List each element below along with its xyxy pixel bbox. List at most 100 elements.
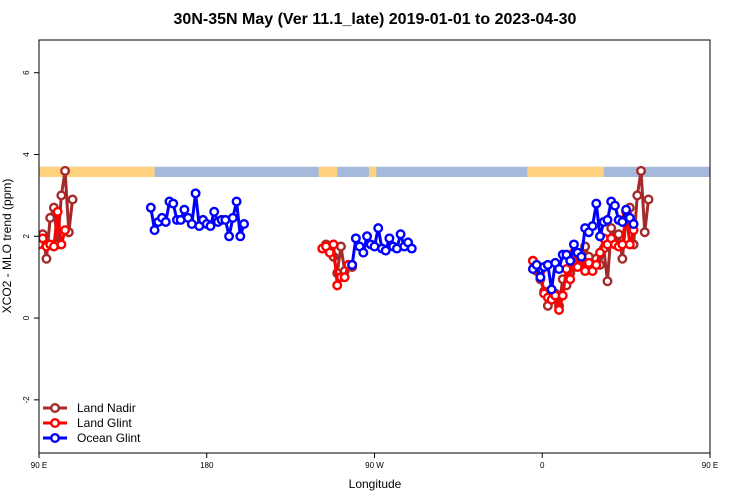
land-segment: [318, 166, 338, 177]
legend-marker: [50, 418, 61, 429]
data-point: [606, 223, 617, 234]
y-axis-label: XCO2 - MLO trend (ppm): [0, 179, 14, 314]
data-point: [239, 219, 250, 230]
data-point: [56, 239, 67, 250]
data-point: [609, 200, 620, 211]
data-point: [205, 221, 216, 232]
data-point: [347, 259, 358, 270]
x-tick-label: 90 E: [702, 461, 718, 470]
data-point: [554, 304, 565, 315]
data-point: [587, 221, 598, 232]
series-layer: [39, 165, 654, 316]
legend-label: Ocean Glint: [77, 431, 141, 445]
land-segment: [39, 166, 155, 177]
data-point: [60, 165, 71, 176]
legend-marker: [50, 403, 61, 414]
data-point: [395, 229, 406, 240]
data-point: [636, 165, 647, 176]
data-point: [67, 194, 78, 205]
data-point: [56, 190, 67, 201]
data-point: [639, 227, 650, 238]
y-tick-label: 0: [22, 315, 31, 320]
y-tick-label: -2: [22, 396, 31, 404]
plot-area: [38, 39, 750, 454]
legend-item: Ocean Glint: [43, 431, 141, 445]
x-tick-label: 180: [200, 461, 214, 470]
y-tick-label: 4: [22, 152, 31, 157]
data-point: [358, 247, 369, 258]
chart-title: 30N-35N May (Ver 11.1_late) 2019-01-01 t…: [174, 11, 577, 28]
x-tick-label: 90 E: [31, 461, 47, 470]
data-point: [380, 245, 391, 256]
data-point: [384, 233, 395, 244]
data-point: [591, 259, 602, 270]
legend-marker: [50, 433, 61, 444]
data-point: [546, 284, 557, 295]
land-segment: [527, 166, 604, 177]
data-point: [535, 272, 546, 283]
data-point: [149, 225, 160, 236]
data-point: [632, 190, 643, 201]
data-point: [209, 206, 220, 217]
data-point: [39, 233, 48, 244]
series-land-nadir: [39, 165, 654, 312]
data-point: [557, 290, 568, 301]
legend-label: Land Nadir: [77, 401, 136, 415]
data-point: [628, 219, 639, 230]
data-point: [332, 280, 343, 291]
data-point: [60, 225, 71, 236]
data-point: [52, 206, 63, 217]
x-axis: 90 E 180 90 W 0 90 E: [31, 453, 718, 470]
data-point: [406, 243, 417, 254]
data-point: [554, 263, 565, 274]
data-point: [602, 276, 613, 287]
data-point: [617, 253, 628, 264]
data-point: [624, 239, 635, 250]
land-segment: [729, 167, 750, 177]
y-axis: -2 0 2 4 6: [22, 70, 39, 403]
land-ocean-bar: [39, 166, 750, 177]
data-point: [572, 261, 583, 272]
legend-label: Land Glint: [77, 416, 132, 430]
data-point: [617, 216, 628, 227]
data-point: [339, 272, 350, 283]
data-point: [190, 188, 201, 199]
data-point: [224, 231, 235, 242]
y-tick-label: 6: [22, 70, 31, 75]
data-point: [328, 239, 339, 250]
land-segment: [368, 166, 377, 177]
data-point: [565, 255, 576, 266]
data-point: [568, 239, 579, 250]
x-tick-label: 0: [540, 461, 545, 470]
legend-item: Land Glint: [43, 416, 132, 430]
x-tick-label: 90 W: [365, 461, 384, 470]
data-point: [595, 231, 606, 242]
data-point: [41, 253, 52, 264]
data-point: [373, 223, 384, 234]
series-ocean-glint: [145, 188, 639, 295]
data-point: [160, 216, 171, 227]
data-point: [565, 274, 576, 285]
data-point: [595, 247, 606, 258]
data-point: [227, 212, 238, 223]
data-point: [602, 214, 613, 225]
data-point: [576, 251, 587, 262]
data-point: [350, 233, 361, 244]
data-point: [45, 212, 56, 223]
y-tick-label: 2: [22, 234, 31, 239]
data-point: [591, 198, 602, 209]
data-point: [231, 196, 242, 207]
legend-item: Land Nadir: [43, 401, 136, 415]
data-point: [179, 204, 190, 215]
data-point: [643, 194, 654, 205]
data-point: [324, 247, 335, 258]
data-point: [613, 229, 624, 240]
data-point: [145, 202, 156, 213]
data-point: [362, 231, 373, 242]
series-line: [531, 198, 635, 290]
data-point: [621, 204, 632, 215]
data-point: [168, 198, 179, 209]
data-point: [235, 231, 246, 242]
